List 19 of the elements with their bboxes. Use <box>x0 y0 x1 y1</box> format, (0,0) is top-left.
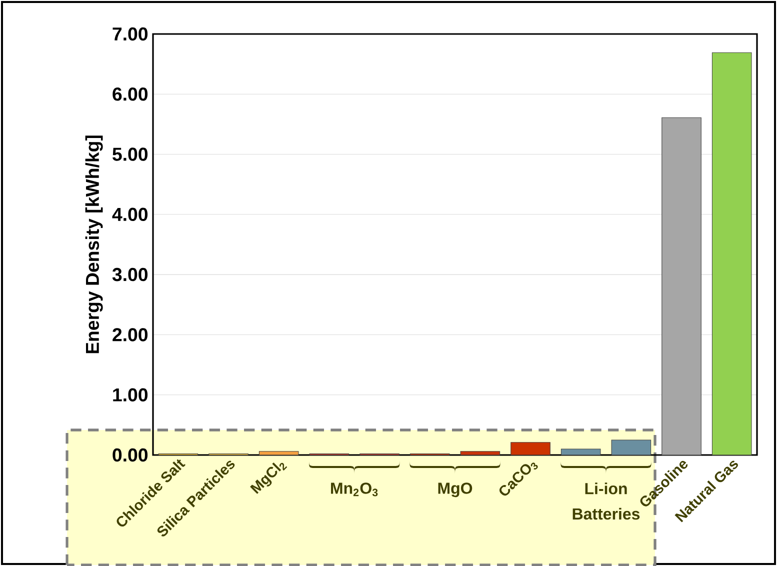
bar <box>712 52 752 456</box>
bar <box>560 448 601 456</box>
y-tick-label: 2.00 <box>112 328 148 342</box>
y-tick-label: 7.00 <box>112 27 148 40</box>
text: Mn$_{2}$O$_{3}$ <box>331 482 378 496</box>
bar <box>611 440 652 456</box>
bar <box>460 450 500 456</box>
text: MgO <box>438 482 472 497</box>
y-tick-label: 6.00 <box>112 87 148 101</box>
bar <box>662 117 702 456</box>
text: Li-ion Batteries <box>572 482 640 520</box>
y-tick-label: 1.00 <box>113 388 148 402</box>
y-tick-label: 3.00 <box>112 268 148 282</box>
y-tick-label: 4.00 <box>112 208 148 221</box>
y-axis-title: Energy Density [kWh/kg] <box>85 135 103 354</box>
bar <box>258 450 299 456</box>
bar <box>510 442 550 456</box>
y-tick-label: 0.00 <box>112 448 148 462</box>
y-tick-label: 5.00 <box>112 148 148 161</box>
